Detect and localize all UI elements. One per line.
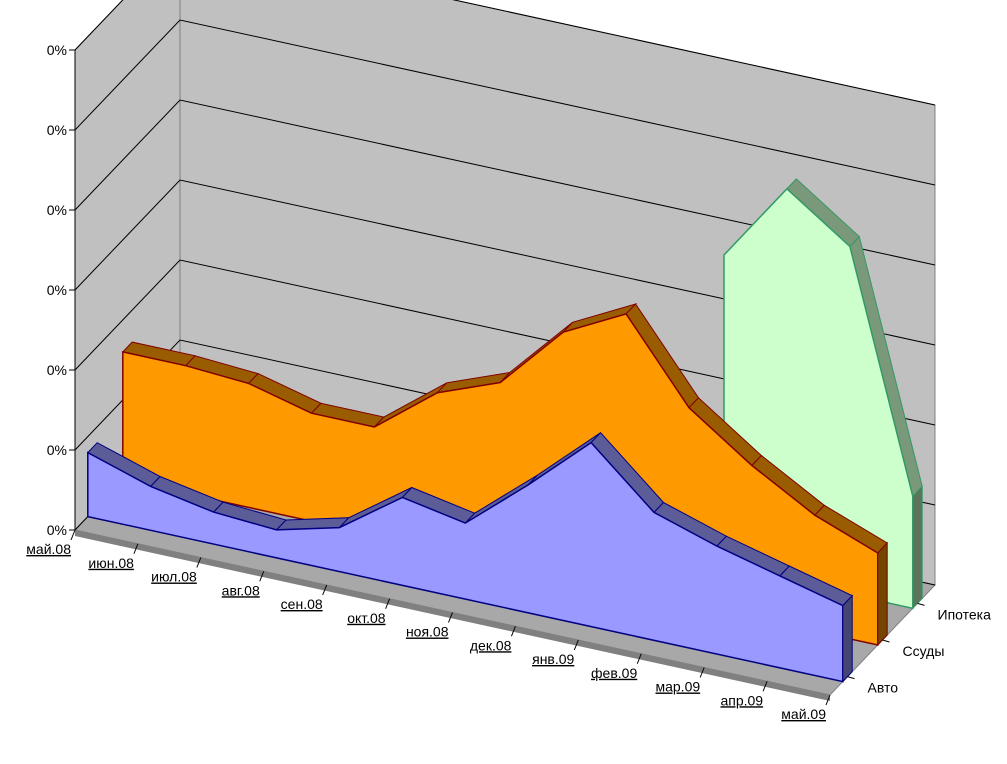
- x-tick-label: фев.09: [591, 665, 637, 681]
- series-tick: [847, 676, 855, 680]
- x-tick-label: май.08: [26, 541, 71, 557]
- x-tick-label: сен.08: [281, 596, 323, 612]
- y-tick-label: 0%: [47, 42, 67, 58]
- x-tick-label: май.09: [781, 706, 826, 722]
- y-tick-label: 0%: [47, 282, 67, 298]
- gridline: [74, 0, 936, 106]
- series-front-face: [87, 441, 844, 683]
- y-tick-label: 0%: [47, 122, 67, 138]
- x-tick-label: дек.08: [470, 637, 512, 653]
- x-tick-label: мар.09: [655, 679, 700, 695]
- x-tick: [636, 653, 642, 664]
- series-layer: [86, 178, 923, 683]
- series-tick: [882, 639, 890, 643]
- series-axis: Авто Ссуды Ипотека: [847, 602, 992, 696]
- x-axis: май.08 июн.08 июл.08 авг.08 сен.08 окт.08 ноя.…: [26, 529, 831, 722]
- x-tick-label: авг.08: [222, 582, 260, 598]
- x-tick: [70, 529, 76, 541]
- x-tick: [825, 694, 831, 706]
- x-tick: [573, 639, 579, 651]
- gridline: [74, 19, 936, 186]
- y-tick-label: 0%: [47, 442, 67, 458]
- gridline: [74, 179, 936, 346]
- gridline: [74, 99, 936, 266]
- x-tick: [510, 626, 516, 637]
- gridline: [74, 259, 936, 426]
- series-Авто: [86, 431, 854, 683]
- y-axis: 0% 0% 0% 0% 0% 0% 0%: [47, 42, 76, 538]
- series-label: Авто: [868, 680, 899, 696]
- y-tick-label: 0%: [47, 202, 67, 218]
- x-tick-label: окт.08: [347, 610, 386, 626]
- x-tick-label: апр.09: [720, 692, 763, 708]
- x-tick-label: ноя.08: [406, 624, 449, 640]
- series-label: Ипотека: [938, 606, 992, 622]
- y-tick-label: 0%: [47, 522, 67, 538]
- x-tick: [699, 667, 705, 678]
- x-tick: [385, 598, 391, 609]
- floor-edge: [75, 530, 830, 701]
- x-tick: [762, 681, 768, 692]
- series-side-face: [842, 594, 853, 683]
- x-tick: [322, 584, 328, 596]
- x-tick-label: июн.08: [88, 555, 134, 571]
- series-side-face: [877, 541, 888, 647]
- x-tick-label: июл.08: [151, 569, 197, 585]
- series-label: Ссуды: [903, 643, 945, 659]
- series-side-face: [912, 485, 923, 610]
- y-tick-label: 0%: [47, 362, 67, 378]
- x-tick: [259, 571, 265, 582]
- x-tick: [448, 612, 453, 623]
- x-tick: [196, 557, 202, 568]
- series-tick: [917, 602, 925, 606]
- x-tick: [133, 543, 139, 554]
- x-tick-label: янв.09: [532, 651, 574, 667]
